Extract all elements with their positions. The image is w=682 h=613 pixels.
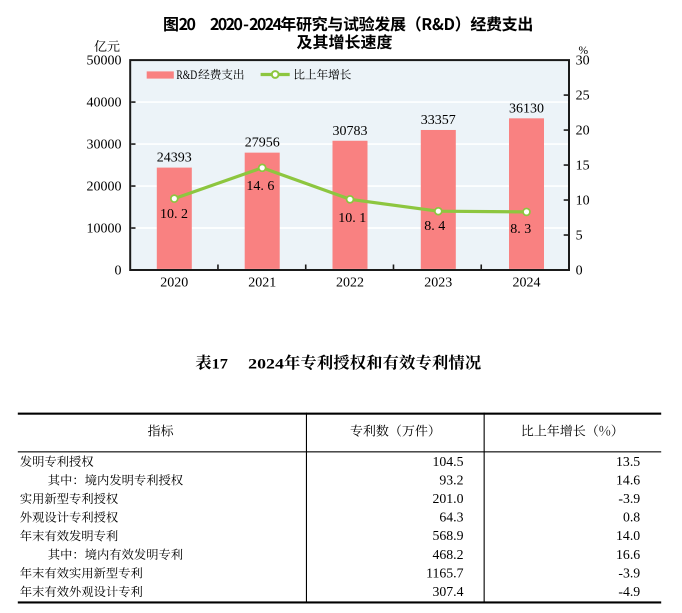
svg-text:8. 4: 8. 4 — [424, 219, 445, 234]
svg-text:30783: 30783 — [333, 124, 368, 139]
svg-text:5: 5 — [576, 229, 583, 244]
svg-text:-4.9: -4.9 — [618, 584, 640, 599]
svg-text:15: 15 — [576, 159, 590, 174]
svg-text:%: % — [579, 45, 589, 57]
svg-text:30000: 30000 — [87, 138, 122, 153]
svg-text:8. 3: 8. 3 — [510, 222, 531, 237]
svg-text:2021: 2021 — [248, 276, 276, 291]
svg-text:24393: 24393 — [157, 151, 192, 166]
svg-text:568.9: 568.9 — [432, 528, 463, 543]
svg-text:307.4: 307.4 — [432, 584, 463, 599]
svg-text:20000: 20000 — [87, 180, 122, 195]
svg-text:10000: 10000 — [87, 222, 122, 237]
svg-text:13.5: 13.5 — [616, 454, 640, 469]
svg-text:2023: 2023 — [424, 276, 452, 291]
svg-text:10. 1: 10. 1 — [338, 211, 366, 226]
svg-text:2024: 2024 — [513, 276, 541, 291]
svg-text:2022: 2022 — [336, 276, 364, 291]
svg-text:-3.9: -3.9 — [618, 491, 640, 506]
svg-text:33357: 33357 — [421, 113, 456, 128]
svg-text:2020: 2020 — [160, 276, 188, 291]
svg-text:14.0: 14.0 — [616, 528, 640, 543]
svg-text:50000: 50000 — [87, 54, 122, 69]
svg-text:10: 10 — [576, 194, 590, 209]
svg-text:25: 25 — [576, 89, 590, 104]
svg-text:16.6: 16.6 — [616, 547, 640, 562]
svg-text:40000: 40000 — [87, 96, 122, 111]
svg-text:27956: 27956 — [245, 136, 280, 151]
svg-text:0: 0 — [576, 264, 583, 279]
svg-text:14.6: 14.6 — [616, 472, 640, 487]
svg-text:0.8: 0.8 — [623, 510, 640, 525]
svg-text:-3.9: -3.9 — [618, 565, 640, 580]
svg-text:R&D: R&D — [176, 68, 197, 82]
svg-text:14. 6: 14. 6 — [246, 179, 274, 194]
svg-text:10. 2: 10. 2 — [160, 207, 188, 222]
svg-text:36130: 36130 — [509, 101, 544, 116]
svg-text:104.5: 104.5 — [432, 454, 463, 469]
svg-text:1165.7: 1165.7 — [426, 565, 464, 580]
svg-text:201.0: 201.0 — [432, 491, 463, 506]
svg-text:64.3: 64.3 — [439, 510, 463, 525]
svg-text:20: 20 — [576, 124, 590, 139]
svg-text:30: 30 — [576, 54, 590, 69]
svg-text:2024: 2024 — [248, 356, 285, 372]
svg-text:0: 0 — [115, 264, 122, 279]
svg-text:17: 17 — [212, 356, 228, 372]
svg-text:468.2: 468.2 — [432, 547, 463, 562]
svg-text:93.2: 93.2 — [439, 472, 463, 487]
